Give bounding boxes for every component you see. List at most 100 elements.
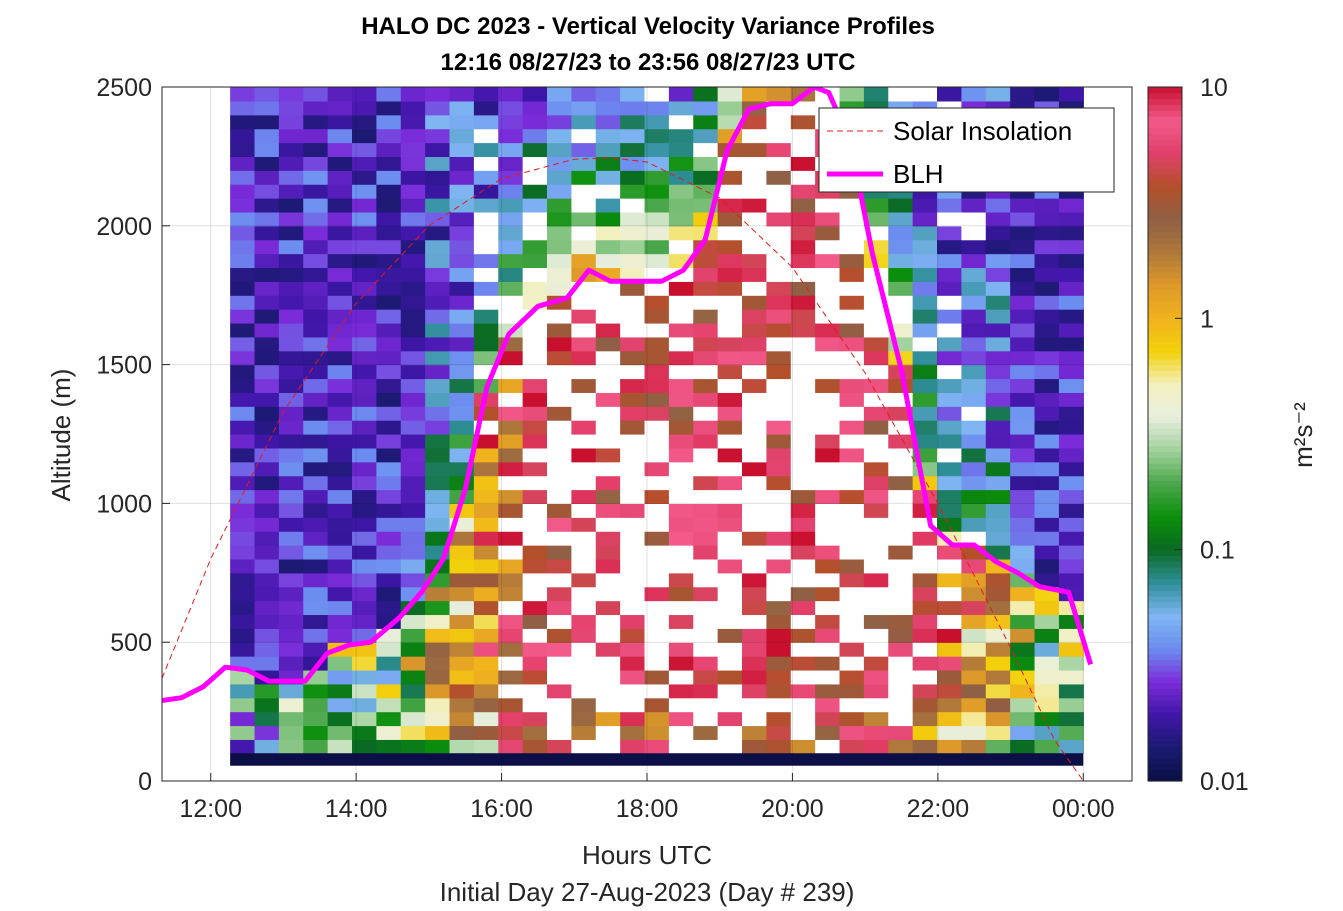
heatmap-cell [254, 711, 280, 727]
heatmap-cell [985, 322, 1011, 338]
heatmap-cell [839, 656, 865, 671]
heatmap-cell [425, 156, 451, 171]
heatmap-cell [742, 475, 767, 491]
heatmap-cell [742, 739, 767, 754]
heatmap-cell [790, 142, 816, 157]
colorbar-segment [1148, 347, 1182, 354]
heatmap-cell [400, 142, 426, 157]
x-tick-label: 22:00 [907, 795, 970, 823]
heatmap-cell [571, 711, 597, 727]
heatmap-cell [717, 267, 743, 282]
heatmap-cell [425, 586, 451, 602]
heatmap-cell [1010, 600, 1036, 616]
heatmap-cell [327, 295, 353, 310]
heatmap-cell [230, 392, 256, 407]
heatmap-cell [1010, 656, 1036, 671]
heatmap-cell [839, 697, 865, 713]
heatmap-cell [620, 253, 646, 269]
heatmap-cell [790, 309, 816, 324]
heatmap-cell [254, 545, 280, 560]
heatmap-cell [254, 225, 280, 241]
heatmap-cell [278, 253, 304, 269]
heatmap-cell [766, 156, 792, 171]
heatmap-cell [473, 475, 499, 491]
heatmap-cell [425, 100, 451, 116]
heatmap-cell [912, 198, 938, 213]
heatmap-cell [498, 545, 524, 560]
heatmap-cell [230, 545, 256, 560]
heatmap-cell [912, 558, 938, 574]
heatmap-cell [522, 420, 548, 435]
heatmap-cell [863, 572, 889, 588]
heatmap-cell [815, 461, 841, 477]
heatmap-cell [717, 739, 743, 754]
heatmap-cell [595, 572, 621, 588]
heatmap-cell [961, 725, 987, 740]
heatmap-cell [644, 614, 670, 629]
heatmap-cell [449, 711, 475, 727]
heatmap-cell [766, 461, 792, 477]
heatmap-cell [1058, 669, 1084, 685]
heatmap-cell [595, 669, 621, 685]
heatmap-cell [620, 614, 646, 629]
colorbar-segment [1148, 283, 1182, 291]
heatmap-cell [693, 281, 719, 296]
heatmap-cell [961, 309, 987, 324]
heatmap-cell [620, 295, 646, 310]
heatmap-cell [937, 239, 963, 255]
heatmap-cell [425, 434, 451, 449]
heatmap-cell [230, 683, 256, 699]
heatmap-cell [937, 225, 963, 241]
colorbar-segment [1148, 422, 1182, 429]
heatmap-cell [815, 669, 841, 685]
heatmap-cell [376, 669, 402, 685]
heatmap-cell [815, 572, 841, 588]
heatmap-cell [327, 586, 353, 602]
heatmap-cell [1058, 683, 1084, 699]
heatmap-cell [937, 350, 963, 366]
heatmap-cell [815, 489, 841, 504]
heatmap-cell [912, 711, 938, 727]
heatmap-cell [449, 739, 475, 754]
heatmap-cell [644, 114, 670, 130]
heatmap-cell [912, 336, 938, 352]
heatmap-cell [571, 739, 597, 754]
colorbar-segment [1148, 526, 1182, 533]
colorbar-segment [1148, 607, 1182, 614]
heatmap-cell [327, 267, 353, 282]
heatmap-cell [912, 642, 938, 657]
heatmap-cell [522, 711, 548, 727]
heatmap-cell [473, 739, 499, 754]
colorbar-segment [1148, 410, 1182, 418]
heatmap-cell [1034, 739, 1060, 754]
colorbar-segment [1148, 682, 1182, 690]
heatmap-cell [937, 475, 963, 491]
heatmap-cell [644, 725, 670, 740]
heatmap-cell [815, 267, 841, 282]
heatmap-cell [352, 461, 377, 477]
heatmap-cell [522, 447, 548, 463]
heatmap-cell [400, 184, 426, 199]
heatmap-cell [1010, 434, 1036, 449]
heatmap-cell [985, 628, 1011, 643]
heatmap-cell [985, 503, 1011, 518]
heatmap-cell [766, 656, 792, 671]
heatmap-cell [254, 420, 280, 435]
heatmap-cell [254, 572, 280, 588]
heatmap-cell [815, 378, 841, 393]
heatmap-cell [790, 350, 816, 366]
heatmap-cell [961, 642, 987, 657]
heatmap-cell [912, 600, 938, 616]
heatmap-cell [595, 697, 621, 713]
colorbar-segment [1148, 752, 1182, 759]
heatmap-cell [790, 531, 816, 546]
heatmap-cell [668, 614, 694, 629]
heatmap-cell [278, 572, 304, 588]
heatmap-cell [254, 461, 280, 477]
heatmap-cell [961, 489, 987, 504]
heatmap-cell [766, 295, 792, 310]
heatmap-cell [595, 628, 621, 643]
heatmap-cell [449, 87, 475, 102]
heatmap-cell [278, 628, 304, 643]
